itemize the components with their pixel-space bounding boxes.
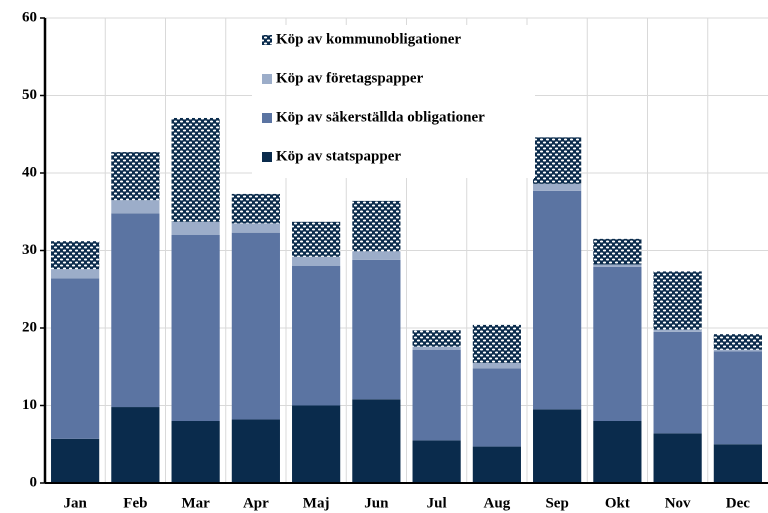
bar-segment — [593, 264, 642, 267]
bar-segment — [111, 152, 160, 201]
bar-segment — [593, 238, 642, 265]
bar-segment — [412, 330, 461, 347]
y-tick-label: 30 — [22, 242, 37, 258]
bar-segment — [412, 349, 461, 441]
bar-segment — [292, 266, 341, 406]
x-tick-label: Sep — [545, 495, 568, 511]
bar-segment — [51, 269, 100, 279]
bar-segment — [533, 137, 582, 184]
bar-segment — [352, 200, 401, 252]
bar-segment — [171, 117, 220, 222]
bar-segment — [713, 351, 762, 445]
bar-segment — [171, 221, 220, 235]
x-tick-label: Okt — [605, 495, 630, 511]
bar-segment — [653, 271, 702, 330]
x-tick-label: Jun — [364, 495, 389, 511]
legend-box — [252, 25, 535, 178]
y-tick-label: 60 — [22, 9, 37, 25]
bar-segment — [472, 324, 521, 363]
bar-segment — [713, 444, 762, 483]
bar-segment — [472, 368, 521, 447]
bar-segment — [713, 349, 762, 352]
bar-segment — [653, 331, 702, 434]
bar-segment — [111, 213, 160, 408]
bar-segment — [171, 421, 220, 483]
bar-segment — [231, 419, 280, 483]
x-tick-label: Aug — [484, 495, 511, 511]
bar-segment — [111, 200, 160, 214]
bar-segment — [533, 409, 582, 483]
bar-segment — [292, 256, 341, 266]
x-tick-label: Jul — [427, 495, 447, 511]
bar-segment — [653, 433, 702, 483]
x-tick-label: Feb — [123, 495, 147, 511]
y-tick-label: 40 — [22, 164, 37, 180]
legend-label: Köp av säkerställda obligationer — [276, 109, 485, 125]
legend-label: Köp av statspapper — [276, 148, 401, 164]
bar-segment — [352, 399, 401, 483]
x-tick-label: Apr — [243, 495, 269, 511]
bar-segment — [292, 221, 341, 257]
bar-segment — [593, 266, 642, 421]
bar-segment — [51, 438, 100, 483]
bar-segment — [713, 334, 762, 350]
bar-segment — [653, 329, 702, 332]
legend-swatch — [262, 74, 272, 84]
y-tick-label: 0 — [30, 474, 38, 490]
bar-segment — [352, 259, 401, 400]
bar-segment — [51, 278, 100, 439]
bar-segment — [111, 407, 160, 483]
x-tick-label: Mar — [181, 495, 210, 511]
x-tick-label: Jan — [63, 495, 87, 511]
y-tick-label: 20 — [22, 319, 37, 335]
bar-segment — [171, 235, 220, 421]
bar-segment — [412, 346, 461, 350]
legend-label: Köp av kommunobligationer — [276, 31, 461, 47]
legend-label: Köp av företagspapper — [276, 70, 424, 86]
legend-swatch — [262, 152, 272, 162]
bar-segment — [292, 405, 341, 483]
bar-segment — [352, 251, 401, 260]
bar-segment — [593, 421, 642, 483]
y-tick-label: 50 — [22, 87, 37, 103]
bar-segment — [412, 440, 461, 483]
bar-segment — [472, 362, 521, 369]
x-tick-label: Dec — [726, 495, 750, 511]
x-tick-label: Nov — [665, 495, 691, 511]
legend-swatch — [262, 35, 272, 45]
x-tick-label: Maj — [303, 495, 330, 511]
bar-segment — [231, 193, 280, 224]
bar-segment — [231, 232, 280, 420]
bar-segment — [51, 241, 100, 270]
bar-segment — [533, 183, 582, 191]
y-tick-label: 10 — [22, 397, 37, 413]
bar-segment — [231, 223, 280, 233]
legend-swatch — [262, 113, 272, 123]
bar-segment — [472, 446, 521, 483]
bar-segment — [533, 190, 582, 410]
